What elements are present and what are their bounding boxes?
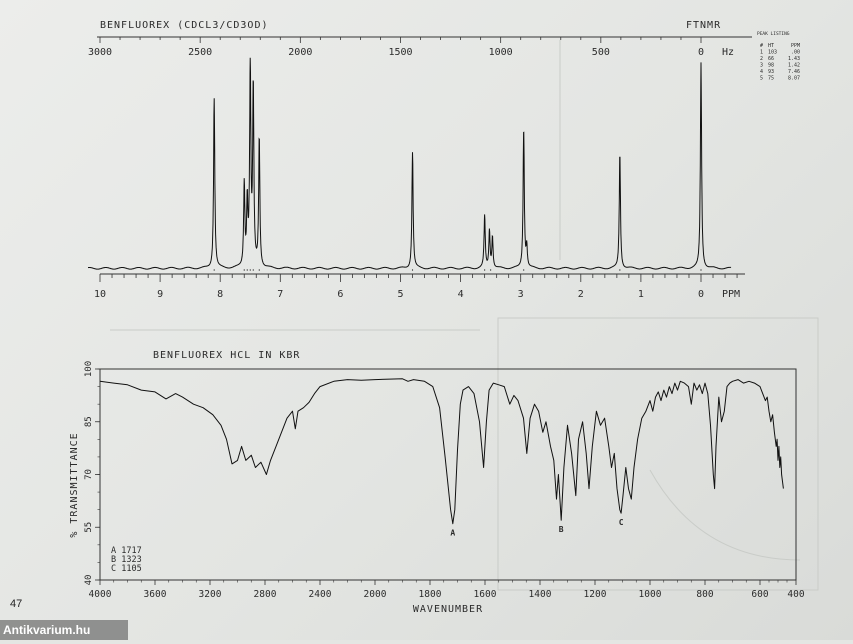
peak-listing-row-index: 2 xyxy=(760,56,763,62)
ir-x-tick-label: 3600 xyxy=(144,589,167,600)
ir-spectrum-trace xyxy=(99,378,784,525)
nmr-ppm-tick-label: 4 xyxy=(458,289,464,300)
peak-listing-row-ppm: .00 xyxy=(791,50,800,56)
ir-x-tick-label: 1400 xyxy=(529,589,552,600)
nmr-hz-tick-label: 1500 xyxy=(388,47,412,58)
nmr-spectrum-panel: BENFLUOREX (CDCL3/CD3OD) FTNMR 3000 2500 2… xyxy=(88,20,800,300)
peak-listing-row-index: 3 xyxy=(760,63,763,69)
ir-y-axis-label: % TRANSMITTANCE xyxy=(69,432,80,537)
nmr-ppm-tick-label: 10 xyxy=(94,289,106,300)
nmr-title: BENFLUOREX (CDCL3/CD3OD) xyxy=(100,20,269,31)
bleed-through-ghost xyxy=(110,40,819,591)
nmr-hz-tick-label: 2500 xyxy=(188,47,212,58)
nmr-hz-unit: Hz xyxy=(722,47,734,58)
nmr-peak-marker xyxy=(243,269,245,271)
nmr-ppm-tick-label: 5 xyxy=(397,289,403,300)
ir-x-tick-label: 800 xyxy=(696,589,713,600)
ir-title: BENFLUOREX HCL IN KBR xyxy=(153,350,300,361)
nmr-ppm-axis: 10 9 8 7 6 5 4 3 2 1 0 PPM xyxy=(94,273,745,300)
nmr-peak-marker xyxy=(700,269,702,271)
peak-listing-row-ppm: 1.43 xyxy=(788,56,800,62)
ir-y-axis: 100 85 70 55 40 xyxy=(84,361,100,586)
nmr-ppm-tick-label: 8 xyxy=(217,289,223,300)
nmr-ppm-tick-label: 2 xyxy=(578,289,584,300)
nmr-hz-tick-label: 2000 xyxy=(288,47,312,58)
nmr-spectrum-trace xyxy=(88,57,732,271)
nmr-hz-tick-label: 500 xyxy=(592,47,610,58)
nmr-peak-listing: PEAK LISTING # HT PPM 1 103 .00 2 66 1.43 3 98 1.42 4… xyxy=(757,31,800,82)
peak-listing-row-ppm: 8.07 xyxy=(788,76,800,82)
ir-x-tick-label: 1000 xyxy=(639,589,662,600)
ir-x-tick-label: 2400 xyxy=(309,589,332,600)
nmr-peak-marker xyxy=(252,269,254,271)
nmr-peak-marker xyxy=(619,269,621,271)
peak-listing-row-height: 66 xyxy=(768,56,774,62)
peak-listing-row-height: 93 xyxy=(768,69,774,75)
peak-listing-header: PEAK LISTING xyxy=(757,31,790,37)
ir-x-tick-label: 2800 xyxy=(254,589,277,600)
nmr-method: FTNMR xyxy=(686,20,721,31)
nmr-peak-marker xyxy=(411,269,414,271)
ir-x-axis-label: WAVENUMBER xyxy=(413,604,483,615)
nmr-peak-marker xyxy=(249,269,251,271)
ir-y-tick-label: 55 xyxy=(84,522,94,533)
ir-x-tick-label: 1600 xyxy=(474,589,497,600)
ir-peak-label: B xyxy=(559,525,564,534)
ir-peak-label: A xyxy=(450,529,455,538)
ir-peak-label: C xyxy=(619,518,624,527)
nmr-ppm-tick-label: 3 xyxy=(518,289,524,300)
peak-listing-row-ppm: 7.46 xyxy=(788,69,800,75)
watermark-logo: Antikvarium.hu xyxy=(0,620,128,640)
ir-x-tick-label: 2000 xyxy=(364,589,387,600)
peak-listing-row-index: 4 xyxy=(760,69,763,75)
nmr-trace-line xyxy=(88,57,732,270)
peak-listing-row-index: 5 xyxy=(760,76,763,82)
ir-y-tick-label: 40 xyxy=(84,575,94,586)
ir-x-tick-label: 600 xyxy=(751,589,768,600)
nmr-ppm-tick-label: 6 xyxy=(337,289,343,300)
nmr-peak-marker xyxy=(490,269,492,271)
peak-listing-row-height: 103 xyxy=(768,50,777,56)
ir-x-tick-label: 1800 xyxy=(419,589,442,600)
nmr-peak-marker xyxy=(213,269,215,271)
ir-peak-legend-line: B 1323 xyxy=(111,555,142,565)
ir-x-axis: 4000 3600 3200 2800 2400 2000 1800 1600 1400 1200… xyxy=(89,580,805,600)
nmr-peak-marker xyxy=(523,269,525,271)
ir-peak-legend-line: C 1105 xyxy=(111,564,142,574)
nmr-ppm-unit: PPM xyxy=(722,289,740,300)
ir-x-tick-label: 4000 xyxy=(89,589,112,600)
peak-listing-row-ppm: 1.42 xyxy=(788,63,800,69)
peak-listing-row-height: 98 xyxy=(768,63,774,69)
nmr-hz-axis: 3000 2500 2000 1500 1000 500 0 Hz xyxy=(88,37,734,58)
nmr-ppm-tick-label: 9 xyxy=(157,289,163,300)
peak-listing-row-index: # xyxy=(760,43,763,49)
ir-x-tick-label: 400 xyxy=(787,589,804,600)
nmr-ppm-tick-label: 1 xyxy=(638,289,644,300)
peak-listing-row-height: HT xyxy=(768,43,774,49)
nmr-peak-marker xyxy=(258,269,260,271)
nmr-peak-marker xyxy=(484,269,486,271)
ir-peak-annotations: A B C xyxy=(450,518,623,538)
peak-listing-row-index: 1 xyxy=(760,50,763,56)
page-number: 47 xyxy=(10,598,23,610)
peak-listing-row-height: 75 xyxy=(768,76,774,82)
ir-trace-line xyxy=(99,378,784,525)
ir-peak-legend-line: A 1717 xyxy=(111,546,142,556)
ir-x-tick-label: 3200 xyxy=(199,589,222,600)
nmr-ppm-tick-label: 0 xyxy=(698,289,704,300)
nmr-ppm-tick-label: 7 xyxy=(277,289,283,300)
nmr-hz-tick-label: 1000 xyxy=(489,47,513,58)
nmr-peak-marker xyxy=(246,269,248,271)
ir-spectrum-panel: BENFLUOREX HCL IN KBR 100 85 70 55 40 % TRAN… xyxy=(69,350,805,615)
ir-y-tick-label: 85 xyxy=(84,416,94,427)
nmr-hz-tick-label: 0 xyxy=(698,47,704,58)
ir-x-tick-label: 1200 xyxy=(584,589,607,600)
nmr-hz-tick-label: 3000 xyxy=(88,47,112,58)
ir-y-tick-label: 100 xyxy=(84,361,94,377)
peak-listing-row-ppm: PPM xyxy=(791,43,800,49)
ir-y-tick-label: 70 xyxy=(84,469,94,480)
